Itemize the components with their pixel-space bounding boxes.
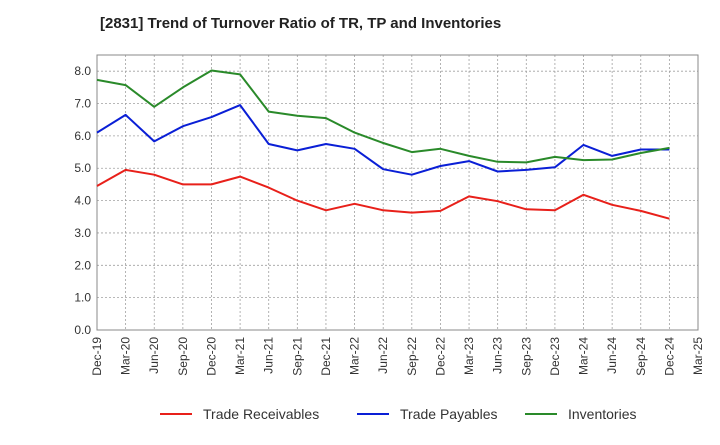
x-tick-label: Jun-20 xyxy=(147,337,161,374)
x-tick-label: Jun-21 xyxy=(262,337,276,374)
series-line-2 xyxy=(96,104,670,176)
x-tick-label: Sep-22 xyxy=(405,337,419,376)
x-tick-label: Jun-22 xyxy=(376,337,390,374)
chart-title: [2831] Trend of Turnover Ratio of TR, TP… xyxy=(100,15,502,32)
y-tick-label: 4.0 xyxy=(74,194,91,208)
y-tick-label: 1.0 xyxy=(74,291,91,305)
y-tick-label: 6.0 xyxy=(74,129,91,143)
x-tick-label: Sep-23 xyxy=(519,337,533,376)
y-tick-label: 7.0 xyxy=(74,97,91,111)
x-tick-label: Sep-21 xyxy=(290,337,304,376)
x-tick-label: Dec-20 xyxy=(204,337,218,376)
x-tick-label: Mar-20 xyxy=(119,337,133,375)
x-tick-label: Mar-22 xyxy=(348,337,362,375)
axes: 0.0 1.0 2.0 3.0 4.0 5.0 6.0 7.0 8.0 Dec-19 Mar-20 J… xyxy=(74,54,705,376)
x-tick-label: Jun-23 xyxy=(491,337,505,374)
x-tick-label: Jun-24 xyxy=(605,337,619,374)
series-line-3 xyxy=(96,69,670,164)
y-tick-label: 3.0 xyxy=(74,226,91,240)
legend-label: Trade Payables xyxy=(400,406,498,422)
y-tick-label: 8.0 xyxy=(74,64,91,78)
series xyxy=(96,69,670,220)
x-tick-label: Dec-22 xyxy=(433,337,447,376)
x-tick-label: Dec-21 xyxy=(319,337,333,376)
x-tick-label: Dec-19 xyxy=(90,337,104,376)
x-tick-label: Sep-20 xyxy=(176,337,190,376)
y-tick-label: 2.0 xyxy=(74,258,91,272)
x-tick-label: Mar-24 xyxy=(577,337,591,375)
grid xyxy=(96,55,699,331)
y-tick-label: 5.0 xyxy=(74,161,91,175)
x-tick-label: Mar-23 xyxy=(462,337,476,375)
legend-label: Trade Receivables xyxy=(203,406,319,422)
x-tick-label: Dec-24 xyxy=(662,337,676,376)
plot-frame xyxy=(96,54,699,331)
legend: Trade Receivables Trade Payables Inventori… xyxy=(160,406,636,422)
legend-label: Inventories xyxy=(568,406,636,422)
x-tick-label: Mar-21 xyxy=(233,337,247,375)
x-tick-label: Dec-23 xyxy=(548,337,562,376)
x-tick-label: Sep-24 xyxy=(634,337,648,376)
y-tick-label: 0.0 xyxy=(74,323,91,337)
series-line-1 xyxy=(96,168,670,220)
x-tick-label: Mar-25 xyxy=(691,337,705,375)
